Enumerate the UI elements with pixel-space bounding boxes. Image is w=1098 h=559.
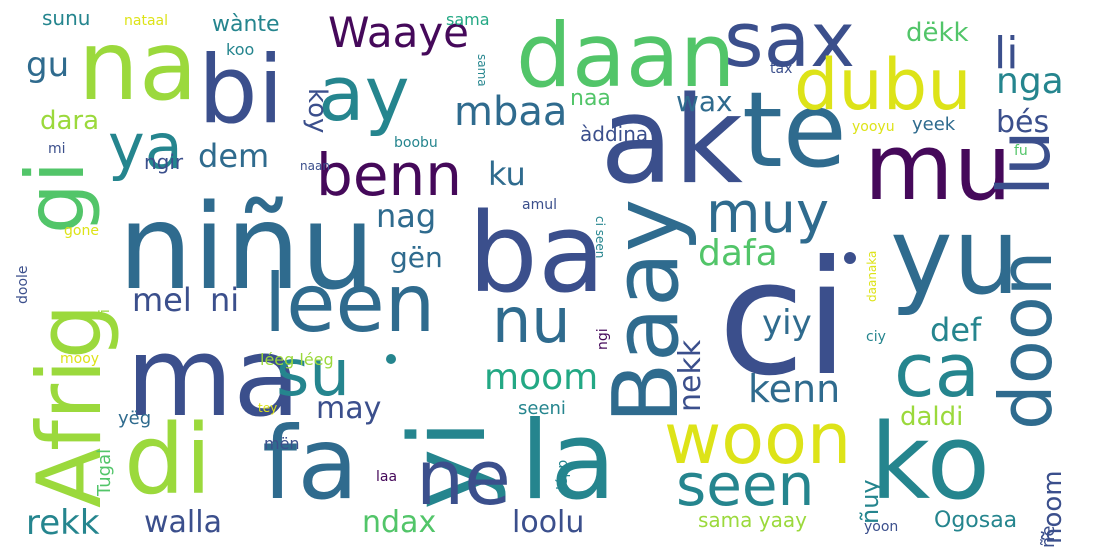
word-yu: yu <box>890 195 1020 318</box>
word-fu: fu <box>1014 143 1028 159</box>
word-bes: bés <box>996 105 1050 140</box>
word-waaye: Waaye <box>328 8 470 57</box>
word-dafa: dafa <box>698 233 778 274</box>
word-yeg: yëg <box>118 408 152 429</box>
word-yooyu: yooyu <box>852 119 895 135</box>
word-gone: gone <box>64 223 99 239</box>
word-may: may <box>316 391 382 426</box>
word-ciy: ciy <box>866 329 886 345</box>
word-leeg-leeg: léeg léeg <box>260 350 334 369</box>
word-ngi: ngi <box>595 328 611 350</box>
word-lu: lu <box>982 130 1066 196</box>
word-gen: gën <box>390 241 443 274</box>
word-deekk: dëkk <box>906 18 969 48</box>
word-walla: walla <box>144 505 222 540</box>
word-muy: muy <box>706 181 830 246</box>
word-nag: nag <box>376 197 437 235</box>
word-dem: dem <box>198 137 270 175</box>
word-dubu: dubu <box>794 44 972 126</box>
word-doole: doole <box>15 265 31 304</box>
word-seeni: seeni <box>518 398 566 419</box>
word-daldi: daldi <box>900 402 964 432</box>
word-ne: ne <box>416 433 511 522</box>
word-leen: leen <box>264 257 436 350</box>
word-sama-small: sama <box>475 54 489 87</box>
word-addina: àddina <box>580 122 649 146</box>
word-sama: sama <box>446 10 490 29</box>
word-la: la <box>520 399 617 524</box>
word-ko: ko <box>870 401 991 523</box>
word-laa: laa <box>376 469 398 485</box>
word-li: li <box>994 28 1019 79</box>
word-tugal: Tugal <box>94 448 115 496</box>
word-mel: mel <box>132 281 192 319</box>
word-mooy: mooy <box>60 351 100 367</box>
word-bi: bi <box>198 36 284 145</box>
word-men: mën <box>264 434 300 453</box>
word-ba: ba <box>468 189 606 317</box>
word-ci: ci <box>718 227 849 411</box>
word-sama-yaay: sama yaay <box>698 508 807 532</box>
word-woon: woon <box>664 398 852 480</box>
word-ak: ak <box>600 72 744 211</box>
word-koo: koo <box>226 40 255 59</box>
word-ngir: ngir <box>144 150 184 174</box>
word-ninu: niñu <box>118 178 376 316</box>
word-loolu: loolu <box>512 505 585 540</box>
word-yeek: yeek <box>912 114 956 135</box>
word-daan: daan <box>516 4 736 107</box>
word-ndax: ndax <box>362 505 437 540</box>
word-fa: fa <box>262 405 359 522</box>
word-ku: ku <box>488 155 526 193</box>
word-nga: nga <box>996 61 1064 102</box>
word-na: na <box>78 10 198 122</box>
word-di: di <box>124 404 212 516</box>
word-ay: ay <box>318 49 410 138</box>
word-naan: naan <box>300 159 330 173</box>
dot <box>844 252 856 264</box>
word-mu: mu <box>864 114 1012 221</box>
word-wax: wax <box>676 85 733 118</box>
dot <box>386 354 396 364</box>
word-lepp: lépp <box>555 459 571 490</box>
word-def: def <box>930 311 982 349</box>
word-amul: amul <box>522 197 557 213</box>
word-sax: sax <box>724 0 856 84</box>
word-nuy: ñuy <box>856 479 884 524</box>
word-ni: ni <box>210 281 240 319</box>
word-moom: moom <box>484 357 599 398</box>
word-mi: mi <box>48 141 66 157</box>
word-seen: seen <box>676 451 815 519</box>
word-nekk: nekk <box>673 339 708 412</box>
word-daanaka: daanaka <box>865 250 879 302</box>
word-benn: benn <box>316 141 463 209</box>
word-yoon: yoon <box>864 519 899 535</box>
word-sunu: sunu <box>42 6 91 30</box>
word-nataal: nataal <box>124 13 168 29</box>
word-ca: ca <box>894 328 981 414</box>
word-ci-seen: ci seen <box>593 216 607 259</box>
word-kenn: kenn <box>748 367 841 411</box>
word-nu: nu <box>492 284 571 357</box>
word-boobu: boobu <box>394 135 438 151</box>
word-tax: tax <box>770 61 793 77</box>
word-ne-small: ñe <box>1038 525 1059 548</box>
word-ogosaa: Ogosaa <box>934 508 1018 533</box>
word-ya: ya <box>108 110 183 183</box>
word-tey: tey <box>258 401 278 415</box>
word-rekk: rekk <box>26 503 100 543</box>
word-dara: dara <box>40 106 100 136</box>
word-wante: wànte <box>212 12 280 37</box>
word-yiy: yiy <box>762 303 812 343</box>
word-gu: gu <box>26 45 70 85</box>
word-koy: koy <box>302 88 332 134</box>
word-su: su <box>276 337 350 411</box>
word-fi: fi <box>97 309 113 318</box>
word-mbaa: mbaa <box>454 89 568 135</box>
word-ma: ma <box>126 313 301 441</box>
word-naa: naa <box>570 86 611 111</box>
word-doon: doon <box>984 250 1068 430</box>
word-te: te <box>742 69 847 191</box>
